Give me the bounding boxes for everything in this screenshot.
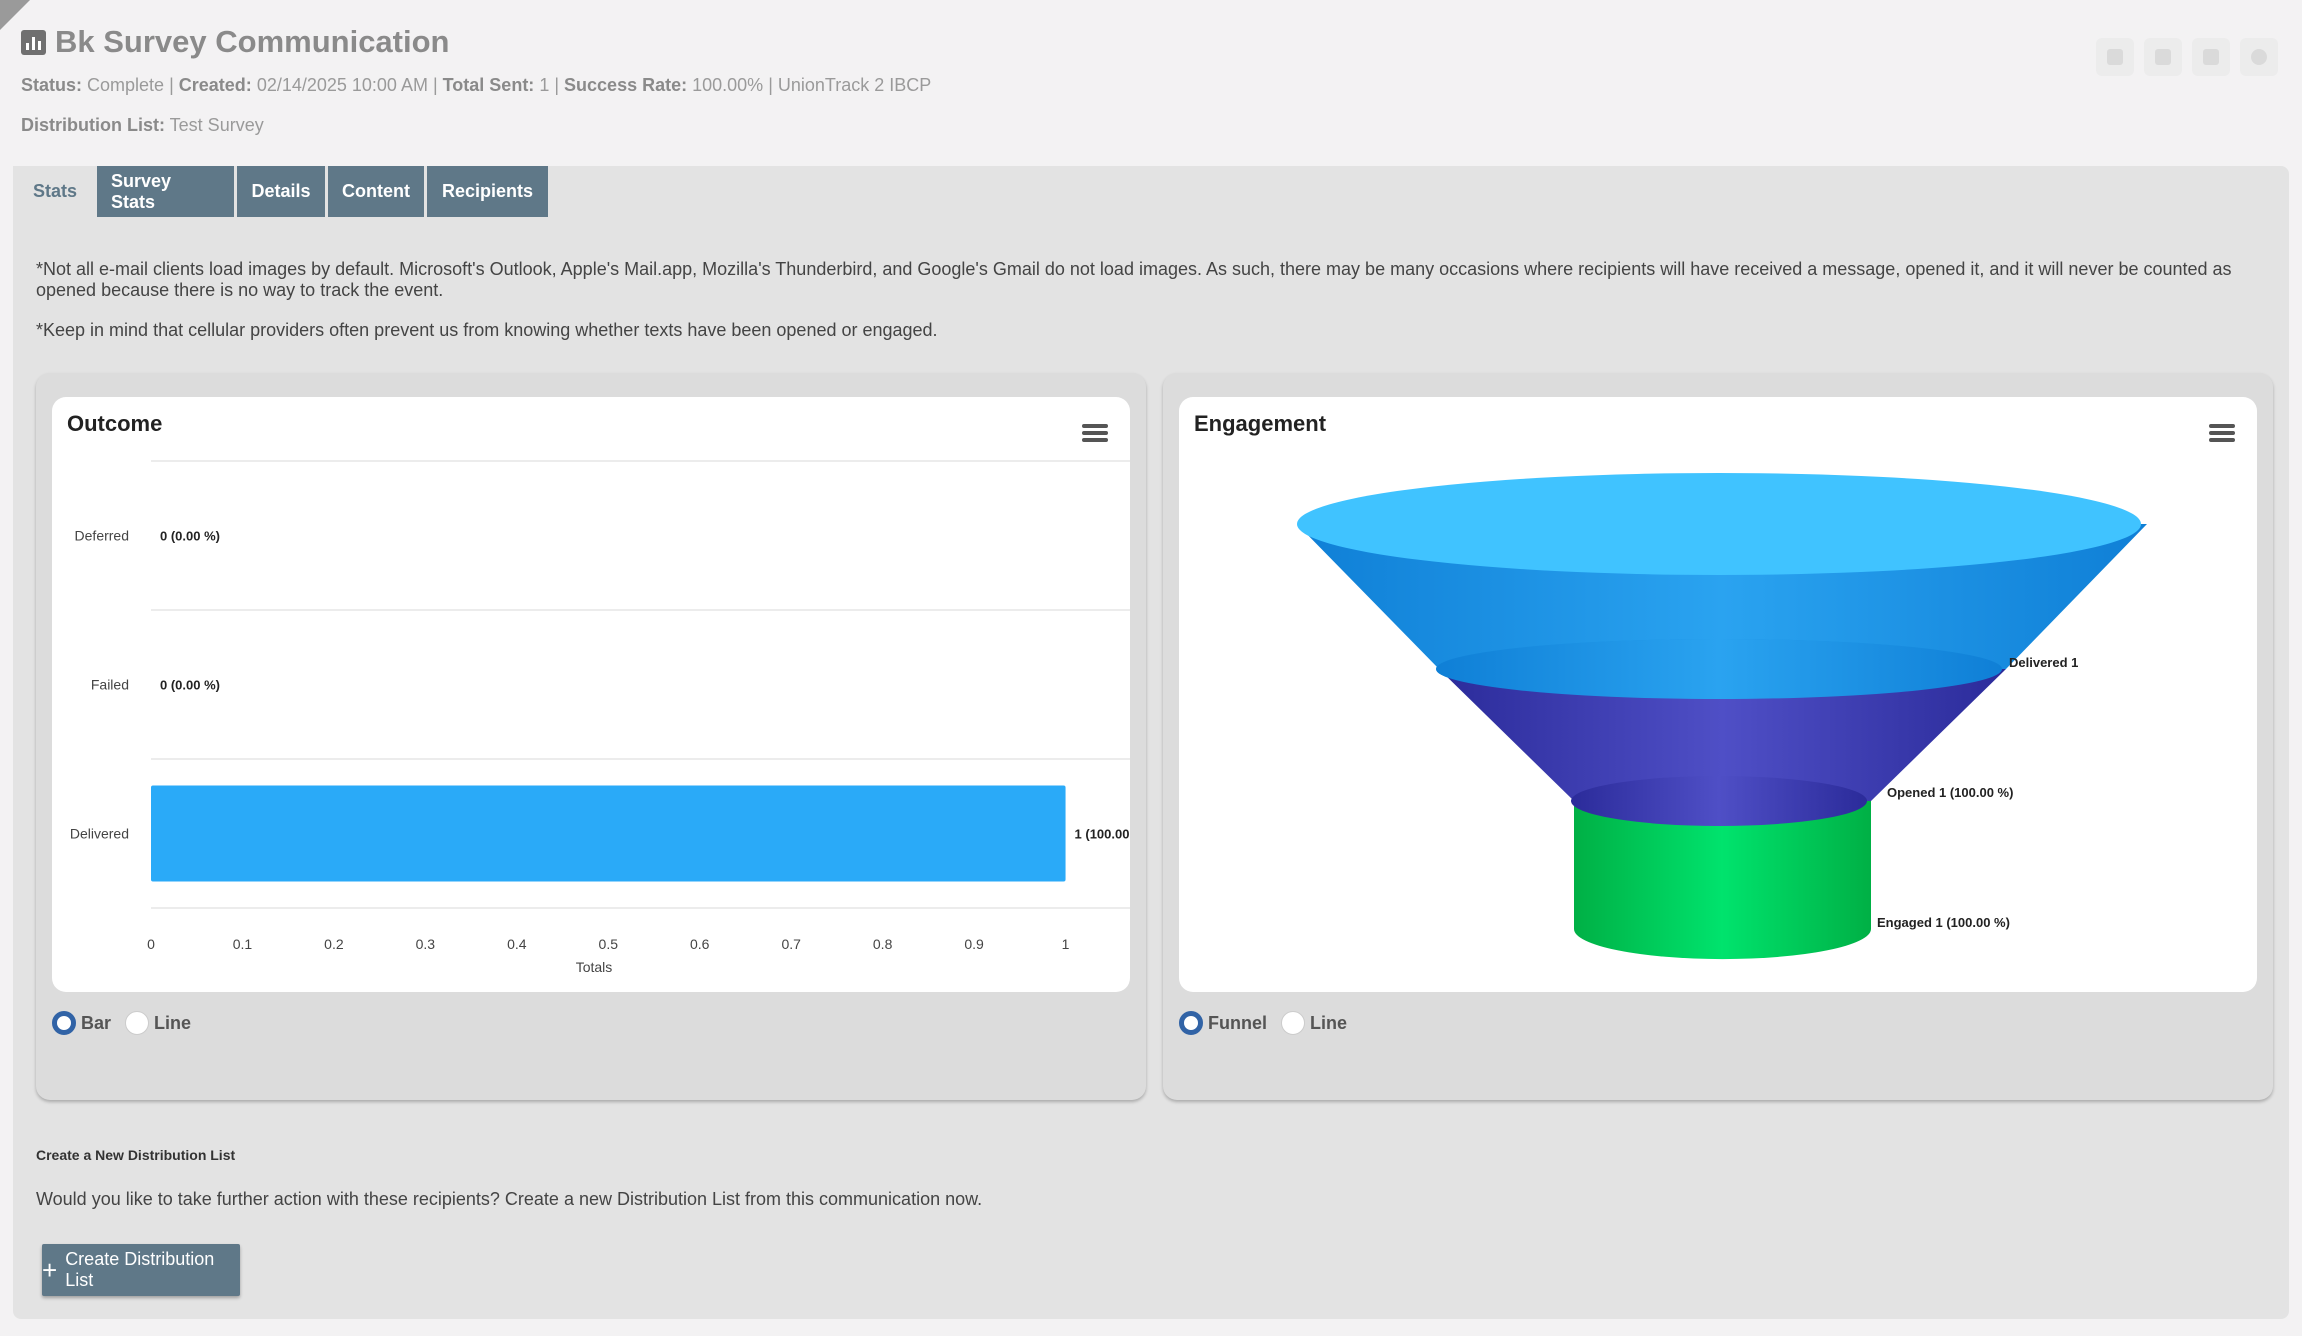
tab-bar: Stats Survey Stats Details Content Recip…	[13, 166, 551, 217]
data-label: 1 (100.00 %)	[1075, 827, 1130, 842]
radio-line-dot[interactable]	[1281, 1011, 1305, 1035]
tab-content[interactable]: Content	[328, 166, 425, 217]
success-rate-label: Success Rate:	[564, 75, 688, 95]
page-header: Bk Survey Communication	[21, 20, 2302, 64]
tab-recipients[interactable]: Recipients	[427, 166, 549, 217]
category-label: Deferred	[75, 528, 129, 544]
header-toolbar	[2096, 38, 2278, 76]
total-sent-value: 1	[539, 75, 550, 95]
data-label: Opened 1 (100.00 %)	[1887, 785, 2013, 800]
engagement-chart-panel: Engagement Delivered 1 Opened 1 (100.00 %…	[1163, 373, 2273, 1100]
radio-line-label: Line	[1310, 1012, 1348, 1033]
funnel-top-surface	[1297, 473, 2141, 575]
menu-icon[interactable]	[1082, 424, 1108, 442]
tab-survey-stats[interactable]: Survey Stats	[97, 166, 235, 217]
engagement-chart-type: Funnel Line	[1179, 1011, 1361, 1035]
funnel-segment-delivered-rim	[1436, 639, 2002, 699]
funnel-segment-opened-rim	[1571, 776, 1867, 826]
tick-label: 0	[147, 936, 155, 952]
tab-stats[interactable]: Stats	[13, 166, 98, 217]
radio-bar[interactable]: Bar	[52, 1011, 111, 1035]
tick-label: 0.6	[690, 936, 710, 952]
category-label: Delivered	[70, 826, 129, 842]
data-label: 0 (0.00 %)	[160, 678, 220, 693]
outcome-chart-type: Bar Line	[52, 1011, 205, 1035]
outcome-chart-title: Outcome	[67, 411, 163, 436]
total-sent-label: Total Sent:	[442, 75, 535, 95]
tab-details[interactable]: Details	[237, 166, 326, 217]
sms-tracking-note: *Keep in mind that cellular providers of…	[36, 320, 938, 340]
data-label: 0 (0.00 %)	[160, 529, 220, 544]
email-tracking-note: *Not all e-mail clients load images by d…	[36, 259, 2232, 300]
status-label: Status:	[21, 75, 83, 95]
funnel-segment-opened	[1439, 669, 2006, 801]
radio-line[interactable]: Line	[125, 1011, 191, 1035]
data-label: Engaged 1 (100.00 %)	[1877, 915, 2010, 930]
tick-label: 0.9	[964, 936, 984, 952]
created-value: 02/14/2025 10:00 AM	[256, 75, 428, 95]
axis-label: Totals	[576, 959, 613, 975]
engagement-funnel-chart: Delivered 1 Opened 1 (100.00 %) Engaged 1 …	[1297, 473, 2147, 960]
tick-label: 1	[1062, 936, 1070, 952]
archive-icon[interactable]	[2144, 38, 2182, 76]
create-list-text: Would you like to take further action wi…	[36, 1189, 983, 1209]
radio-bar-label: Bar	[81, 1012, 112, 1033]
tick-label: 0.7	[781, 936, 801, 952]
radio-line-label: Line	[154, 1012, 192, 1033]
outcome-bar-chart: Deferred 0 (0.00 %) Failed 0 (0.00 %) Delive…	[70, 460, 1130, 975]
help-icon[interactable]	[2240, 38, 2278, 76]
create-list-heading: Create a New Distribution List	[36, 1147, 236, 1163]
plus-icon: +	[42, 1255, 58, 1285]
tick-label: 0.3	[416, 936, 436, 952]
menu-icon[interactable]	[2209, 424, 2235, 442]
create-distribution-list-button[interactable]: + Create Distribution List	[42, 1244, 240, 1296]
tick-label: 0.8	[873, 936, 893, 952]
tick-label: 0.1	[233, 936, 253, 952]
bar	[151, 785, 1066, 882]
tick-label: 0.4	[507, 936, 527, 952]
outcome-chart-card: Outcome Deferred 0 (0.00 %) Failed 0 (0.00 …	[52, 397, 1130, 992]
success-rate-value: 100.00%	[692, 75, 764, 95]
radio-funnel-label: Funnel	[1208, 1012, 1267, 1033]
edit-icon[interactable]	[2192, 38, 2230, 76]
engagement-chart-card: Engagement Delivered 1 Opened 1 (100.00 %…	[1179, 397, 2257, 992]
radio-line-dot[interactable]	[125, 1011, 150, 1035]
status-value: Complete	[87, 75, 165, 95]
communication-meta: Status: Complete | Created: 02/14/2025 1…	[21, 75, 932, 95]
engagement-chart-title: Engagement	[1194, 411, 1327, 436]
distribution-list-value: Test Survey	[169, 115, 264, 135]
chart-icon	[21, 29, 46, 55]
radio-funnel[interactable]: Funnel	[1179, 1011, 1267, 1035]
tick-label: 0.2	[324, 936, 344, 952]
main-panel: Stats Survey Stats Details Content Recip…	[13, 166, 2289, 1319]
distribution-list-label: Distribution List:	[21, 115, 165, 135]
category-label: Failed	[91, 677, 129, 693]
organization-name: UnionTrack 2 IBCP	[777, 75, 932, 95]
data-label: Delivered 1	[2009, 655, 2078, 670]
funnel-segment-engaged	[1574, 801, 1871, 960]
radio-bar-dot[interactable]	[52, 1011, 76, 1035]
distribution-list-meta: Distribution List: Test Survey	[21, 115, 264, 136]
tick-label: 0.5	[599, 936, 619, 952]
title-row: Bk Survey Communication	[21, 20, 2302, 64]
corner-fold	[0, 0, 30, 30]
copy-icon[interactable]	[2096, 38, 2134, 76]
page-title: Bk Survey Communication	[55, 24, 450, 59]
create-button-label: Create Distribution List	[65, 1249, 215, 1290]
created-label: Created:	[178, 75, 252, 95]
radio-funnel-dot[interactable]	[1179, 1011, 1203, 1035]
radio-line[interactable]: Line	[1281, 1011, 1347, 1035]
outcome-chart-panel: Outcome Deferred 0 (0.00 %) Failed 0 (0.00 …	[36, 373, 1146, 1100]
